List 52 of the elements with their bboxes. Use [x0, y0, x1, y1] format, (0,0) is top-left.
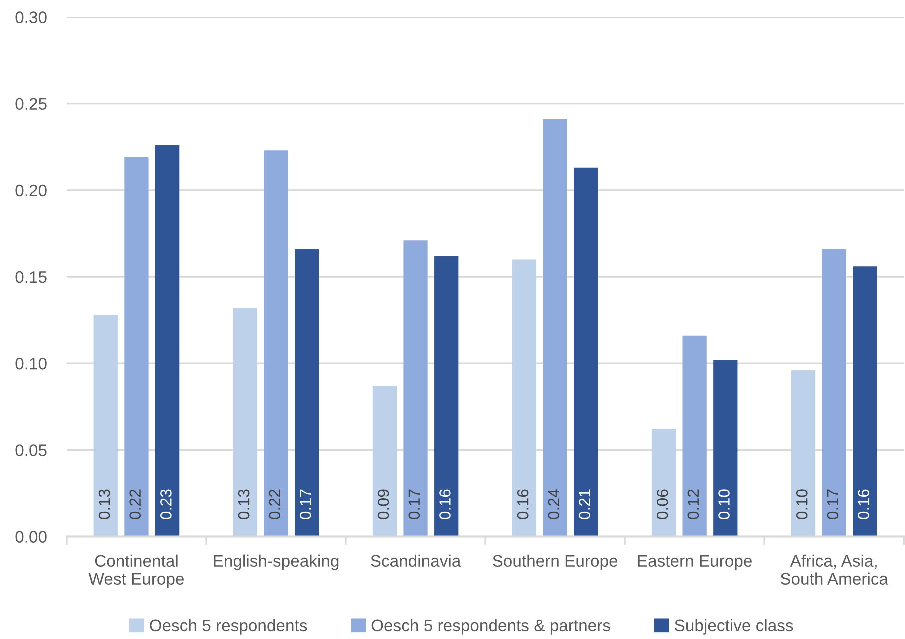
bar: [822, 249, 846, 537]
data-label: 0.24: [548, 489, 560, 520]
data-label: 0.16: [517, 490, 529, 520]
data-label: 0.16: [858, 490, 870, 520]
bar: [233, 308, 258, 537]
y-tick-label: 0.25: [16, 98, 47, 110]
bar: [295, 249, 320, 537]
data-label: 0.17: [300, 490, 312, 520]
bar: [791, 370, 816, 537]
data-label: 0.13: [238, 490, 250, 520]
data-label: 0.16: [440, 490, 451, 520]
data-label: 0.17: [408, 490, 420, 520]
bar: [404, 240, 428, 537]
legend-label: Subjective class: [675, 619, 794, 635]
bar: [543, 119, 568, 537]
x-tick-label: Africa, Asia, South America: [780, 554, 889, 586]
x-tick-label: Eastern Europe: [638, 555, 752, 570]
bar: [853, 266, 878, 537]
x-tick-label: Continental West Europe: [88, 554, 184, 588]
bar: [434, 256, 459, 537]
bar: [652, 429, 676, 537]
y-tick-label: 0.00: [16, 531, 47, 543]
bar: [512, 260, 537, 537]
bar: [94, 315, 118, 537]
y-tick-label: 0.30: [16, 12, 47, 24]
bar: [714, 360, 738, 537]
data-label: 0.21: [579, 490, 590, 520]
data-label: 0.12: [688, 490, 700, 520]
bar: [155, 145, 180, 537]
legend-label: Oesch 5 respondents: [150, 619, 308, 635]
data-label: 0.22: [130, 490, 142, 520]
data-label: 0.13: [98, 490, 110, 520]
data-label: 0.10: [796, 490, 808, 520]
y-tick-label: 0.15: [16, 271, 47, 284]
data-label: 0.22: [269, 490, 281, 520]
bar: [574, 168, 598, 537]
data-label: 0.23: [160, 490, 172, 520]
data-label: 0.06: [656, 490, 668, 520]
x-tick-label: Scandinavia: [371, 554, 462, 568]
y-tick-label: 0.20: [16, 184, 47, 197]
y-tick-label: 0.10: [16, 358, 47, 370]
legend-label: Oesch 5 respondents & partners: [372, 619, 610, 635]
bar: [124, 158, 149, 537]
bar: [682, 336, 707, 537]
data-label: 0.10: [718, 490, 730, 520]
data-label: 0.17: [827, 490, 839, 520]
bar: [264, 150, 288, 537]
x-tick-label: Southern Europe: [493, 554, 618, 570]
data-label: 0.09: [378, 490, 390, 520]
y-tick-label: 0.05: [16, 444, 47, 456]
bar: [372, 386, 398, 537]
x-tick-label: English-speaking: [214, 554, 339, 570]
